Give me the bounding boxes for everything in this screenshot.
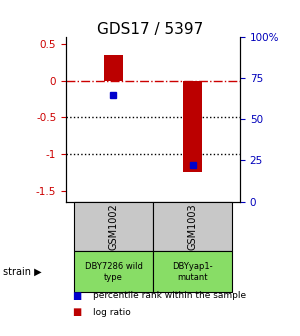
Text: DBY7286 wild
type: DBY7286 wild type [85,262,142,282]
Text: GDS17 / 5397: GDS17 / 5397 [97,22,203,37]
Bar [183,81,202,172]
Text: GSM1002: GSM1002 [109,203,118,250]
Bar [103,55,123,81]
Text: percentile rank within the sample: percentile rank within the sample [93,291,246,300]
Bar [74,251,153,292]
Text: DBYyap1-
mutant: DBYyap1- mutant [172,262,213,282]
Bar [153,251,232,292]
Text: GSM1003: GSM1003 [188,203,197,250]
Text: ■: ■ [72,307,81,318]
Text: ■: ■ [72,291,81,301]
Text: log ratio: log ratio [93,308,131,317]
Text: strain ▶: strain ▶ [3,267,42,277]
Bar [74,202,153,251]
Bar [153,202,232,251]
